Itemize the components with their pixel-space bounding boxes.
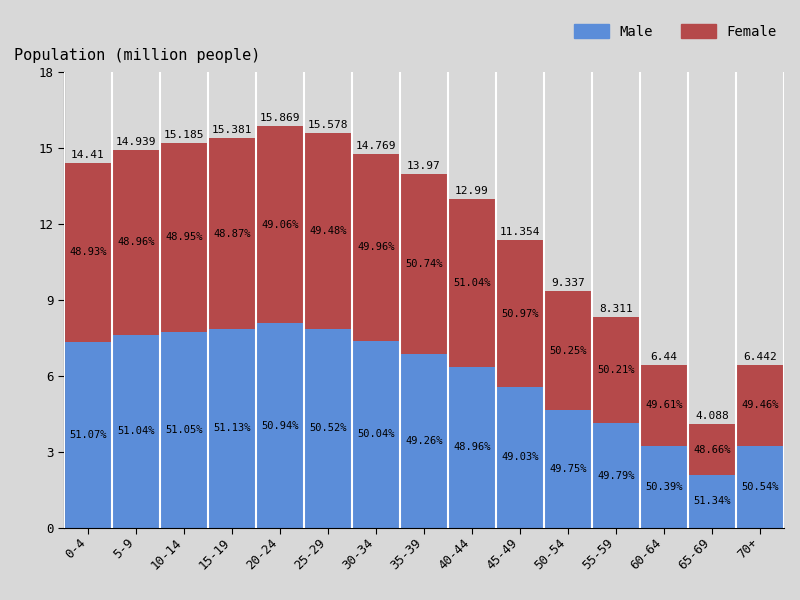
- Text: 13.97: 13.97: [407, 161, 441, 171]
- Text: 49.03%: 49.03%: [502, 452, 538, 463]
- Bar: [736, 446, 784, 528]
- Text: 50.21%: 50.21%: [598, 365, 634, 376]
- Bar: [592, 317, 640, 423]
- Text: 4.088: 4.088: [695, 412, 729, 421]
- Text: 14.939: 14.939: [116, 137, 156, 146]
- Bar: [112, 149, 160, 335]
- Bar: [64, 163, 112, 341]
- Text: 12.99: 12.99: [455, 186, 489, 196]
- Bar: [352, 154, 400, 341]
- Text: 49.75%: 49.75%: [550, 464, 586, 474]
- Text: 50.52%: 50.52%: [310, 424, 346, 433]
- Text: 51.07%: 51.07%: [70, 430, 106, 440]
- Text: 50.25%: 50.25%: [550, 346, 586, 356]
- Bar: [352, 341, 400, 528]
- Bar: [496, 241, 544, 387]
- Bar: [496, 387, 544, 528]
- Bar: [640, 365, 688, 446]
- Text: 48.96%: 48.96%: [118, 237, 154, 247]
- Bar: [64, 341, 112, 528]
- Text: 48.66%: 48.66%: [694, 445, 730, 455]
- Text: 49.96%: 49.96%: [358, 242, 394, 253]
- Text: 48.87%: 48.87%: [214, 229, 250, 239]
- Bar: [256, 323, 304, 528]
- Text: 49.06%: 49.06%: [262, 220, 298, 230]
- Bar: [112, 335, 160, 528]
- Text: 51.05%: 51.05%: [166, 425, 202, 435]
- Bar: [448, 367, 496, 528]
- Bar: [208, 329, 256, 528]
- Bar: [688, 424, 736, 475]
- Text: 49.46%: 49.46%: [742, 400, 778, 410]
- Text: 11.354: 11.354: [500, 227, 540, 238]
- Text: 50.39%: 50.39%: [646, 482, 682, 492]
- Bar: [304, 133, 352, 329]
- Text: 51.34%: 51.34%: [694, 496, 730, 506]
- Text: 8.311: 8.311: [599, 304, 633, 314]
- Text: 15.578: 15.578: [308, 121, 348, 130]
- Bar: [688, 475, 736, 528]
- Bar: [304, 329, 352, 528]
- Text: 14.769: 14.769: [356, 141, 396, 151]
- Text: 48.93%: 48.93%: [70, 247, 106, 257]
- Text: 14.41: 14.41: [71, 150, 105, 160]
- Text: 50.04%: 50.04%: [358, 430, 394, 439]
- Legend: Male, Female: Male, Female: [574, 24, 777, 39]
- Text: 15.185: 15.185: [164, 130, 204, 140]
- Text: 51.04%: 51.04%: [454, 278, 490, 288]
- Bar: [400, 353, 448, 528]
- Text: 51.04%: 51.04%: [118, 427, 154, 436]
- Text: 15.381: 15.381: [212, 125, 252, 136]
- Text: 49.26%: 49.26%: [406, 436, 442, 446]
- Text: Population (million people): Population (million people): [14, 48, 260, 63]
- Text: 50.54%: 50.54%: [742, 482, 778, 492]
- Bar: [256, 126, 304, 323]
- Bar: [400, 174, 448, 353]
- Bar: [544, 410, 592, 528]
- Text: 48.95%: 48.95%: [166, 232, 202, 242]
- Bar: [736, 365, 784, 446]
- Text: 50.74%: 50.74%: [406, 259, 442, 269]
- Text: 51.13%: 51.13%: [214, 424, 250, 433]
- Text: 6.44: 6.44: [650, 352, 678, 362]
- Bar: [448, 199, 496, 367]
- Text: 15.869: 15.869: [260, 113, 300, 123]
- Text: 49.61%: 49.61%: [646, 400, 682, 410]
- Text: 50.97%: 50.97%: [502, 308, 538, 319]
- Text: 9.337: 9.337: [551, 278, 585, 289]
- Bar: [160, 332, 208, 528]
- Bar: [592, 423, 640, 528]
- Bar: [640, 446, 688, 528]
- Bar: [160, 143, 208, 332]
- Text: 50.94%: 50.94%: [262, 421, 298, 431]
- Bar: [544, 292, 592, 410]
- Text: 6.442: 6.442: [743, 352, 777, 362]
- Text: 48.96%: 48.96%: [454, 442, 490, 452]
- Bar: [208, 139, 256, 329]
- Text: 49.48%: 49.48%: [310, 226, 346, 236]
- Text: 49.79%: 49.79%: [598, 470, 634, 481]
